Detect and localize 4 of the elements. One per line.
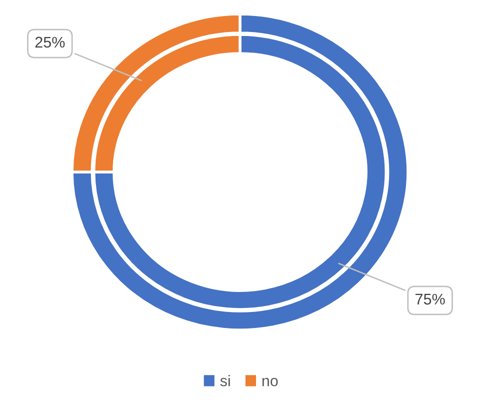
- legend-label: no: [262, 378, 278, 386]
- data-label: 75%: [416, 294, 445, 305]
- legend-label: si: [220, 375, 230, 386]
- data-label: 25%: [35, 36, 65, 48]
